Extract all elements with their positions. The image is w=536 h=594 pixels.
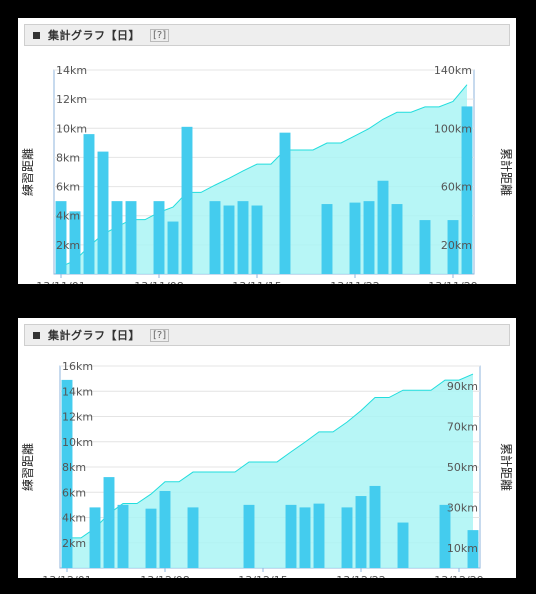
bar <box>69 211 81 274</box>
bar <box>159 490 171 568</box>
bar <box>447 220 459 274</box>
y-tick-label: 6km <box>62 486 86 499</box>
cumulative-line <box>67 373 474 539</box>
x-tick-label: 13/11/29 <box>428 280 477 284</box>
x-tick-label: 13/11/15 <box>232 280 281 284</box>
x-tick-label: 13/12/15 <box>238 574 287 578</box>
help-link[interactable]: [?] <box>150 28 170 42</box>
bar <box>349 202 361 274</box>
bar <box>299 507 311 568</box>
bar <box>363 201 375 274</box>
y2-tick-label: 90km <box>447 380 478 393</box>
bar <box>167 221 179 274</box>
y-tick-label: 10km <box>62 436 93 449</box>
bar <box>125 201 137 274</box>
bar <box>419 220 431 274</box>
bar <box>243 504 255 568</box>
bar <box>181 126 193 274</box>
bar <box>153 201 165 274</box>
y-tick-label: 4km <box>62 512 86 525</box>
bar <box>145 508 157 568</box>
bar <box>285 504 297 568</box>
y2-tick-label: 70km <box>447 421 478 434</box>
help-link[interactable]: [?] <box>150 328 170 342</box>
bar <box>103 477 115 568</box>
bar <box>397 522 409 568</box>
y-tick-label: 6km <box>56 181 80 194</box>
x-tick-label: 13/11/22 <box>330 280 379 284</box>
daily-distance-chart-november: 2km 4km 6km 8km 10km 12km 14km 20km 60km 100km 140… <box>21 64 514 284</box>
bar <box>237 201 249 274</box>
y2-tick-label: 60km <box>441 181 472 194</box>
y-axis-title: 練習距離 <box>21 148 35 196</box>
x-tick-label: 13/12/22 <box>336 574 385 578</box>
bar <box>321 204 333 274</box>
bar <box>391 204 403 274</box>
x-tick-label: 13/12/01 <box>42 574 91 578</box>
bar <box>111 201 123 274</box>
y-tick-label: 8km <box>56 151 80 164</box>
y-tick-label: 4km <box>56 210 80 223</box>
y2-tick-label: 10km <box>447 542 478 555</box>
y2-tick-label: 50km <box>447 461 478 474</box>
x-tick-label: 13/12/08 <box>140 574 189 578</box>
y-tick-label: 10km <box>56 122 87 135</box>
y-axis-title: 練習距離 <box>21 443 35 491</box>
bar <box>461 106 473 274</box>
square-bullet-icon <box>33 331 40 339</box>
daily-distance-chart-december: 2km 4km 6km 8km 10km 12km 14km 16km 10km 30km 50km… <box>21 360 514 578</box>
y-tick-label: 12km <box>62 411 93 424</box>
bar <box>377 180 389 274</box>
y-tick-label: 8km <box>62 461 86 474</box>
bar <box>369 485 381 568</box>
chart-header-title: 集計グラフ【日】 <box>48 29 140 42</box>
bar <box>467 530 479 568</box>
y2-tick-label: 20km <box>441 239 472 252</box>
chart-header: 集計グラフ【日】 [?] <box>24 24 510 46</box>
bar <box>439 504 451 568</box>
bar <box>83 134 95 274</box>
bar <box>279 132 291 274</box>
x-tick-label: 13/12/29 <box>434 574 483 578</box>
bar <box>61 379 73 568</box>
chart-panel-november: 集計グラフ【日】 [?] 2km 4km 6km 8km 10km 12km 14km 20k… <box>18 18 516 284</box>
bar <box>313 503 325 568</box>
bar <box>89 507 101 568</box>
chart-header: 集計グラフ【日】 [?] <box>24 324 510 346</box>
bar <box>97 151 109 274</box>
bar <box>341 507 353 568</box>
y-tick-label: 12km <box>56 93 87 106</box>
y-tick-label: 14km <box>62 385 93 398</box>
x-tick-label: 13/11/08 <box>134 280 183 284</box>
bar <box>117 504 129 568</box>
bar <box>55 201 67 274</box>
chart-panel-december: 集計グラフ【日】 [?] 2km 4km 6km 8km 10km 12km 14km 16k… <box>18 318 516 578</box>
x-tick-label: 13/11/01 <box>36 280 85 284</box>
y2-axis-title: 累計距離 <box>499 148 514 196</box>
square-bullet-icon <box>33 31 40 39</box>
bar <box>251 205 263 274</box>
y2-tick-label: 100km <box>434 122 472 135</box>
y2-tick-label: 30km <box>447 501 478 514</box>
bar <box>209 201 221 274</box>
bar <box>355 496 367 568</box>
y-tick-label: 2km <box>56 239 80 252</box>
chart-header-title: 集計グラフ【日】 <box>48 329 140 342</box>
bar <box>187 507 199 568</box>
bar <box>223 205 235 274</box>
y-tick-label: 2km <box>62 537 86 550</box>
y2-axis-title: 累計距離 <box>499 443 514 491</box>
y2-tick-label: 140km <box>434 64 472 77</box>
y-tick-label: 16km <box>62 360 93 373</box>
y-tick-label: 14km <box>56 64 87 77</box>
